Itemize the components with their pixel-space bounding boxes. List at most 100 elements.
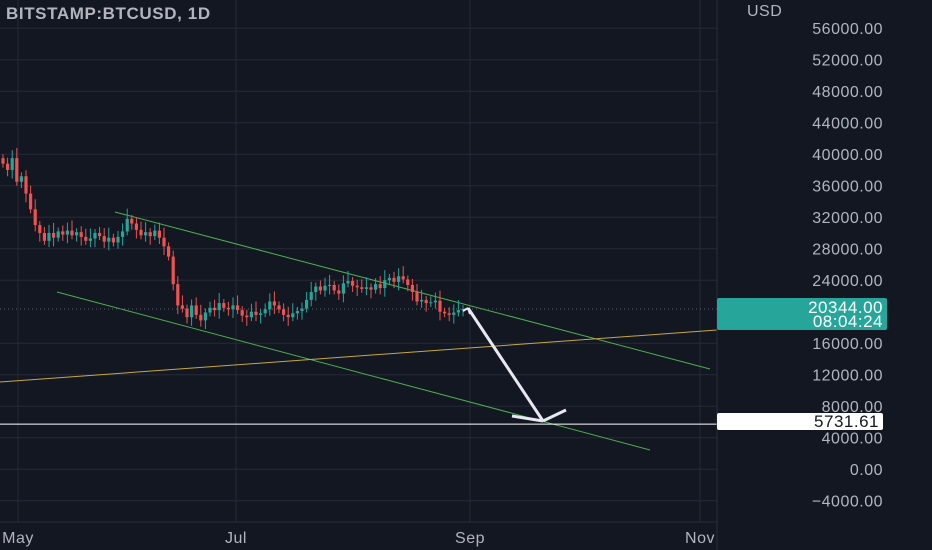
target-price-label: 5731.61 xyxy=(814,412,879,431)
candle-body-27 xyxy=(125,218,129,232)
candle-body-15 xyxy=(70,230,74,236)
price-tick-label-15: −4000.00 xyxy=(812,494,883,511)
candle-body-72 xyxy=(332,284,336,291)
candle-body-6 xyxy=(29,193,33,210)
candle-body-67 xyxy=(309,292,313,300)
candle-body-80 xyxy=(369,287,373,290)
candle-body-36 xyxy=(167,246,171,257)
candle-body-34 xyxy=(157,230,161,238)
candle-body-92 xyxy=(424,299,428,304)
candle-body-3 xyxy=(15,158,19,182)
candle-body-99 xyxy=(456,310,460,313)
candle-body-37 xyxy=(171,256,175,285)
price-scale[interactable]: USD 56000.00 52000.00 48000.00 44000.00 40000… xyxy=(747,3,883,511)
candle-body-14 xyxy=(65,230,69,235)
price-tick-label-2: 48000.00 xyxy=(812,84,883,101)
arrow-shaft xyxy=(466,307,545,422)
candle-body-75 xyxy=(346,280,350,284)
candle-body-71 xyxy=(328,284,332,286)
candle-body-5 xyxy=(24,176,28,194)
candle-body-96 xyxy=(443,311,447,314)
candle-body-43 xyxy=(199,314,203,321)
candle-body-58 xyxy=(268,301,272,310)
candle-body-19 xyxy=(88,238,92,241)
arrow-tail-right xyxy=(467,307,471,315)
candle-body-45 xyxy=(208,307,212,313)
candle-body-23 xyxy=(107,237,111,242)
candle-body-31 xyxy=(144,232,148,236)
price-unit-label: USD xyxy=(747,3,782,20)
candle-body-26 xyxy=(121,231,125,237)
price-tick-label-12: 8000.00 xyxy=(822,399,883,416)
candle-body-60 xyxy=(277,305,281,310)
candle-body-28 xyxy=(130,218,134,224)
candle-body-68 xyxy=(314,286,318,293)
price-tick-label-6: 32000.00 xyxy=(812,210,883,227)
candle-body-81 xyxy=(374,284,378,290)
candle-body-94 xyxy=(433,300,437,303)
price-tick-label-4: 40000.00 xyxy=(812,147,883,164)
candle-body-13 xyxy=(61,231,65,235)
candle-body-70 xyxy=(323,285,327,291)
candle-body-97 xyxy=(447,313,451,315)
candle-body-83 xyxy=(383,280,387,289)
time-tick-label-2: Sep xyxy=(455,530,485,547)
candle-body-21 xyxy=(98,232,102,237)
arrow-head-left xyxy=(511,414,544,423)
candle-body-1 xyxy=(6,163,10,170)
grid-lines xyxy=(0,0,717,522)
candle-body-52 xyxy=(240,310,244,316)
candle-body-22 xyxy=(102,236,106,242)
candle-body-66 xyxy=(305,299,309,309)
candle-body-54 xyxy=(249,311,253,318)
price-tick-label-0: 56000.00 xyxy=(812,21,883,38)
candle-body-12 xyxy=(56,231,60,238)
candle-body-11 xyxy=(52,232,56,238)
candle-body-65 xyxy=(300,308,304,311)
candle-body-2 xyxy=(10,158,14,170)
candle-body-73 xyxy=(337,290,341,294)
candle-body-46 xyxy=(213,307,217,311)
time-tick-label-1: Jul xyxy=(225,530,247,547)
current-price-label: 20344.00 xyxy=(808,298,883,317)
price-tick-label-7: 28000.00 xyxy=(812,242,883,259)
arrow-head-right xyxy=(542,408,567,423)
price-tick-label-14: 0.00 xyxy=(850,462,883,479)
candle-body-47 xyxy=(217,303,221,311)
candle-body-86 xyxy=(397,276,401,282)
candle-body-85 xyxy=(392,277,396,282)
price-tick-label-3: 44000.00 xyxy=(812,116,883,133)
candle-body-24 xyxy=(111,237,115,243)
projection-arrow xyxy=(462,307,567,423)
candle-body-30 xyxy=(139,229,143,236)
candle-body-18 xyxy=(84,236,88,241)
candle-body-44 xyxy=(203,312,207,321)
candle-body-78 xyxy=(360,287,364,289)
target-price-tag xyxy=(717,413,883,430)
candle-body-17 xyxy=(79,232,83,237)
candle-body-63 xyxy=(291,313,295,318)
price-tick-label-8: 24000.00 xyxy=(812,273,883,290)
candle-body-50 xyxy=(231,305,235,310)
candle-body-62 xyxy=(286,314,290,318)
candle-body-79 xyxy=(364,287,368,289)
time-scale[interactable]: May Jul Sep Nov xyxy=(2,530,715,547)
current-price-tag xyxy=(717,298,887,330)
candle-body-77 xyxy=(355,285,359,288)
candle-body-76 xyxy=(351,280,355,286)
candle-body-98 xyxy=(452,312,456,315)
candle-body-0 xyxy=(1,158,5,164)
candle-body-25 xyxy=(116,236,120,243)
candle-body-59 xyxy=(272,301,276,306)
candle-body-4 xyxy=(19,176,23,182)
countdown-label: 08:04:24 xyxy=(813,312,883,331)
candle-body-89 xyxy=(410,284,414,293)
candle-body-84 xyxy=(387,277,391,281)
candle-body-69 xyxy=(318,286,322,291)
candle-body-74 xyxy=(341,283,345,294)
time-tick-label-3: Nov xyxy=(685,530,715,547)
candle-body-64 xyxy=(295,310,299,314)
candle-body-39 xyxy=(180,305,184,309)
